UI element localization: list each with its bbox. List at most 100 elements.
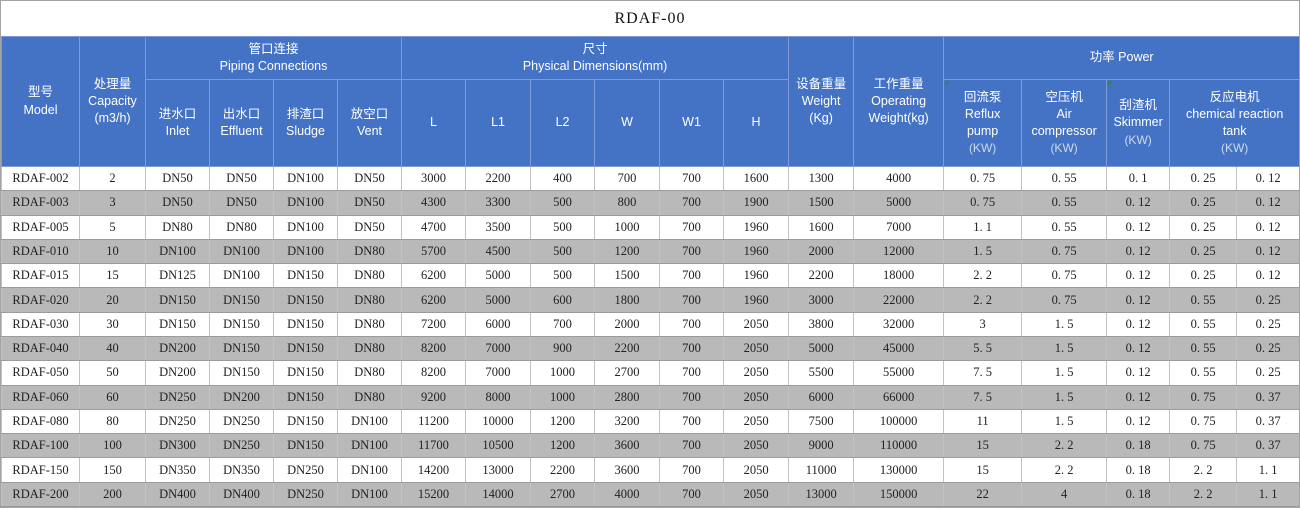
cell-effluent: DN350	[209, 457, 274, 483]
cell-model: RDAF-030	[1, 311, 80, 337]
cell-L2: 900	[530, 335, 596, 362]
cell-reflux_pump: 22	[943, 481, 1023, 507]
cell-skimmer: 0. 12	[1106, 238, 1171, 265]
cell-effluent: DN100	[209, 238, 274, 265]
cell-sludge: DN250	[273, 457, 338, 483]
cell-inlet: DN50	[145, 190, 210, 216]
cell-L: 15200	[401, 481, 467, 507]
cell-effluent: DN150	[209, 311, 274, 337]
cell-air_compressor: 4	[1021, 481, 1108, 507]
cell-weight: 5500	[788, 360, 855, 386]
cell-operating_weight: 110000	[853, 433, 945, 459]
cell-air_compressor: 1. 5	[1021, 384, 1108, 410]
cell-vent: DN50	[336, 165, 403, 192]
cell-effluent: DN400	[209, 481, 274, 507]
cell-L1: 2200	[465, 165, 532, 192]
cell-W: 1800	[594, 287, 661, 313]
cell-inlet: DN150	[145, 311, 210, 337]
cell-vent: DN80	[336, 335, 403, 362]
cell-W: 3600	[594, 457, 661, 483]
header-effluent: 出水口 Effluent	[209, 79, 274, 167]
cell-W: 800	[594, 190, 661, 216]
cell-reaction_tank_b: 0. 25	[1236, 311, 1299, 337]
cell-sludge: DN150	[273, 335, 338, 362]
cell-inlet: DN50	[145, 165, 210, 192]
cell-model: RDAF-015	[1, 263, 80, 289]
cell-sludge: DN150	[273, 408, 338, 435]
cell-vent: DN80	[336, 238, 403, 265]
cell-L: 14200	[401, 457, 467, 483]
cell-model: RDAF-003	[1, 190, 80, 216]
cell-air_compressor: 0. 75	[1021, 263, 1108, 289]
cell-skimmer: 0. 12	[1106, 408, 1171, 435]
cell-W1: 700	[659, 433, 725, 459]
cell-L2: 400	[530, 165, 596, 192]
cell-sludge: DN100	[273, 190, 338, 216]
cell-sludge: DN100	[273, 238, 338, 265]
page-title: RDAF-00	[1, 1, 1299, 36]
cell-reaction_tank_a: 2. 2	[1169, 481, 1238, 507]
cell-H: 2050	[723, 384, 790, 410]
cell-W1: 700	[659, 263, 725, 289]
header-reaction-tank-label: 反应电机 chemical reaction tank	[1186, 89, 1284, 139]
header-skimmer: 刮渣机 Skimmer (KW)	[1106, 79, 1171, 167]
cell-W1: 700	[659, 287, 725, 313]
cell-capacity: 200	[79, 481, 146, 507]
cell-vent: DN80	[336, 287, 403, 313]
cell-vent: DN100	[336, 408, 403, 435]
cell-W1: 700	[659, 457, 725, 483]
cell-model: RDAF-040	[1, 335, 80, 362]
cell-L: 6200	[401, 287, 467, 313]
cell-L: 6200	[401, 263, 467, 289]
cell-W1: 700	[659, 214, 725, 240]
cell-inlet: DN80	[145, 214, 210, 240]
cell-inlet: DN150	[145, 287, 210, 313]
cell-H: 2050	[723, 433, 790, 459]
cell-L1: 10500	[465, 433, 532, 459]
cell-L: 11200	[401, 408, 467, 435]
cell-weight: 2200	[788, 263, 855, 289]
cell-skimmer: 0. 18	[1106, 457, 1171, 483]
cell-weight: 1300	[788, 165, 855, 192]
header-L2: L2	[530, 79, 596, 167]
table-row: RDAF-010 10 DN100 DN100 DN100 DN80 5700 4500 500…	[1, 238, 1299, 265]
header-weight: 设备重量 Weight (Kg)	[788, 36, 855, 167]
header-sludge: 排渣口 Sludge	[273, 79, 338, 167]
cell-reaction_tank_a: 0. 25	[1169, 263, 1238, 289]
cell-capacity: 150	[79, 457, 146, 483]
cell-L: 4700	[401, 214, 467, 240]
cell-W: 3600	[594, 433, 661, 459]
table-row: RDAF-040 40 DN200 DN150 DN150 DN80 8200 7000 900…	[1, 335, 1299, 362]
cell-reflux_pump: 15	[943, 457, 1023, 483]
cell-inlet: DN250	[145, 384, 210, 410]
cell-reaction_tank_b: 0. 25	[1236, 360, 1299, 386]
cell-reaction_tank_b: 0. 25	[1236, 335, 1299, 362]
cell-sludge: DN150	[273, 311, 338, 337]
cell-air_compressor: 0. 55	[1021, 214, 1108, 240]
cell-W: 2000	[594, 311, 661, 337]
cell-H: 1900	[723, 190, 790, 216]
cell-vent: DN100	[336, 481, 403, 507]
cell-reaction_tank_b: 1. 1	[1236, 481, 1299, 507]
cell-L: 4300	[401, 190, 467, 216]
cell-L1: 5000	[465, 263, 532, 289]
cell-skimmer: 0. 12	[1106, 287, 1171, 313]
cell-reflux_pump: 0. 75	[943, 190, 1023, 216]
cell-L: 7200	[401, 311, 467, 337]
cell-reaction_tank_a: 0. 55	[1169, 287, 1238, 313]
cell-capacity: 5	[79, 214, 146, 240]
cell-H: 2050	[723, 360, 790, 386]
cell-effluent: DN150	[209, 287, 274, 313]
cell-reflux_pump: 15	[943, 433, 1023, 459]
cell-model: RDAF-080	[1, 408, 80, 435]
cell-inlet: DN200	[145, 360, 210, 386]
cell-weight: 7500	[788, 408, 855, 435]
cell-H: 1960	[723, 214, 790, 240]
cell-L2: 500	[530, 263, 596, 289]
cell-operating_weight: 55000	[853, 360, 945, 386]
header-reflux-pump: 回流泵 Reflux pump (KW)	[943, 79, 1023, 167]
cell-model: RDAF-010	[1, 238, 80, 265]
cell-vent: DN50	[336, 190, 403, 216]
cell-air_compressor: 1. 5	[1021, 311, 1108, 337]
